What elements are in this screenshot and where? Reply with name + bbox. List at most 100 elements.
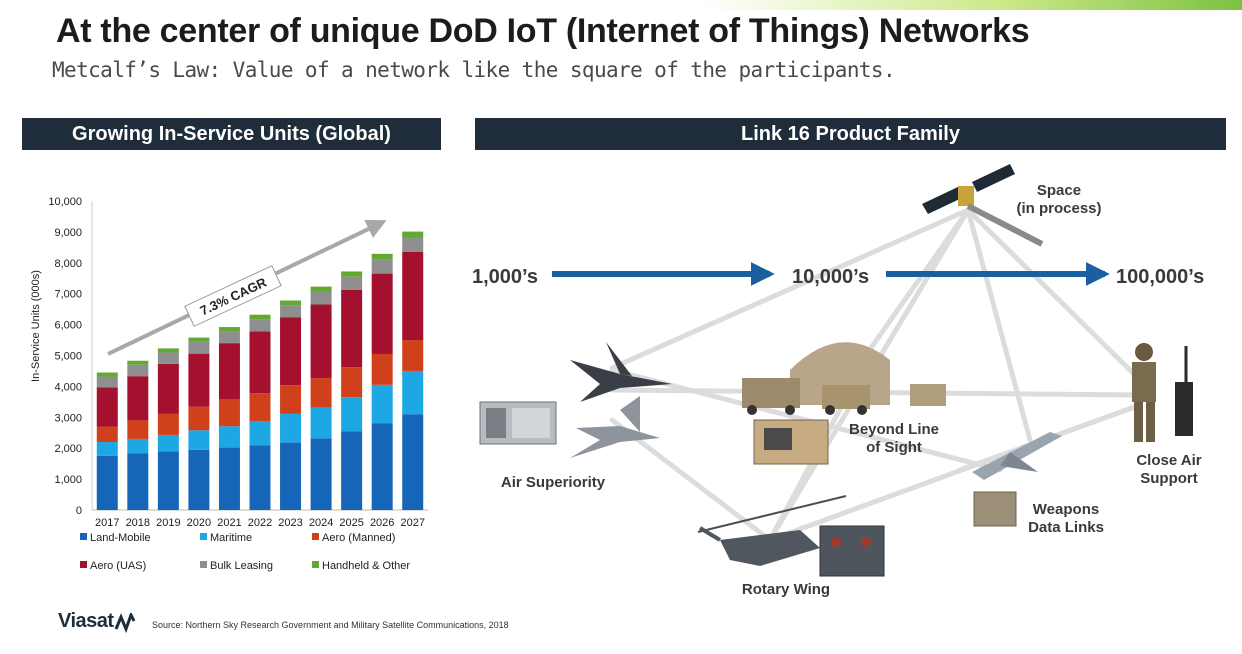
weapon-datalink-icon [973, 491, 1017, 527]
bar-segment [218, 327, 240, 332]
y-tick-label: 6,000 [54, 320, 82, 332]
bar-segment [188, 341, 210, 354]
bar-segment [310, 407, 332, 439]
bar-segment [218, 331, 240, 344]
y-tick-label: 10,000 [48, 196, 82, 208]
bar-segment [280, 317, 302, 386]
bar-segment [218, 426, 240, 448]
helicopter-icon [697, 495, 847, 566]
legend-swatch [200, 533, 207, 540]
bar-segment [127, 364, 149, 377]
y-tick-label: 5,000 [54, 351, 82, 363]
cagr-box [184, 265, 282, 327]
bar-segment [310, 304, 332, 379]
x-tick-label: 2025 [339, 517, 363, 529]
bar-segment [157, 434, 179, 452]
bar-segment [249, 331, 271, 394]
legend-label: Handheld & Other [322, 560, 410, 572]
bloss-terminal-icon [753, 419, 829, 465]
y-tick-label: 7,000 [54, 289, 82, 301]
x-tick-label: 2019 [156, 517, 180, 529]
x-tick-label: 2023 [278, 517, 302, 529]
bar-segment [188, 430, 210, 450]
x-tick-label: 2027 [400, 517, 424, 529]
y-tick-label: 0 [76, 505, 82, 517]
bar-segment [188, 406, 210, 431]
y-tick-label: 8,000 [54, 258, 82, 270]
bar-segment [402, 238, 424, 252]
bar-segment [402, 251, 424, 341]
legend-swatch [80, 561, 87, 568]
x-tick-label: 2021 [217, 517, 241, 529]
legend-swatch [312, 561, 319, 568]
bar-segment [157, 352, 179, 364]
bar-segment [127, 453, 149, 510]
bar-segment [249, 445, 271, 510]
bar-segment [96, 372, 118, 377]
x-tick-label: 2017 [95, 517, 119, 529]
bar-segment [371, 259, 393, 274]
y-tick-label: 1,000 [54, 474, 82, 486]
legend-label: Maritime [210, 532, 252, 544]
bar-segment [310, 291, 332, 305]
legend-label: Land-Mobile [90, 532, 151, 544]
legend-swatch [312, 533, 319, 540]
bar-segment [280, 385, 302, 414]
bar-segment [218, 399, 240, 427]
bar-segment [341, 397, 363, 432]
legend-label: Aero (UAS) [90, 560, 146, 572]
y-tick-label: 9,000 [54, 227, 82, 239]
source-note: Source: Northern Sky Research Government… [152, 620, 509, 630]
bar-segment [402, 340, 424, 371]
y-tick-label: 3,000 [54, 412, 82, 424]
page-subtitle: Metcalf’s Law: Value of a network like t… [52, 58, 896, 82]
x-tick-label: 2018 [126, 517, 150, 529]
bar-segment [157, 363, 179, 414]
bar-segment [127, 420, 149, 439]
viasat-logo: Viasat [58, 610, 136, 633]
link16-panel-header: Link 16 Product Family [475, 118, 1226, 150]
bar-segment [218, 447, 240, 510]
x-tick-label: 2020 [187, 517, 211, 529]
bar-segment [310, 286, 332, 292]
bar-segment [280, 413, 302, 443]
bar-segment [188, 353, 210, 407]
legend-label: Bulk Leasing [210, 560, 273, 572]
bar-segment [249, 421, 271, 446]
bar-segment [341, 289, 363, 368]
fighter-jet-icon [570, 342, 672, 402]
x-tick-label: 2026 [370, 517, 394, 529]
bar-segment [280, 305, 302, 318]
bar-segment [96, 376, 118, 388]
bar-segment [341, 271, 363, 277]
radio-terminal-icon [479, 401, 557, 445]
bar-segment [371, 253, 393, 260]
bar-segment [157, 451, 179, 510]
bar-segment [402, 231, 424, 239]
bar-segment [402, 414, 424, 510]
logo-text: Viasat [58, 610, 114, 632]
legend-swatch [200, 561, 207, 568]
bar-segment [96, 387, 118, 427]
bar-segment [96, 426, 118, 443]
logo-mark-icon [114, 613, 135, 633]
f16-jet-icon [570, 396, 660, 458]
bar-segment [280, 300, 302, 306]
avionics-box-icon [819, 525, 885, 577]
bar-segment [218, 343, 240, 400]
bar-segment [341, 276, 363, 290]
soldier-icon [1132, 343, 1156, 442]
ground-vehicles-icon [742, 342, 946, 415]
satellite-icon [922, 164, 1044, 247]
legend-label: Aero (Manned) [322, 532, 395, 544]
bar-segment [310, 438, 332, 510]
bar-segment [371, 273, 393, 354]
handheld-radio-icon [1175, 346, 1193, 436]
bar-segment [188, 449, 210, 510]
x-tick-label: 2024 [309, 517, 333, 529]
bar-segment [249, 314, 271, 320]
bar-segment [127, 438, 149, 454]
bar-segment [310, 378, 332, 408]
